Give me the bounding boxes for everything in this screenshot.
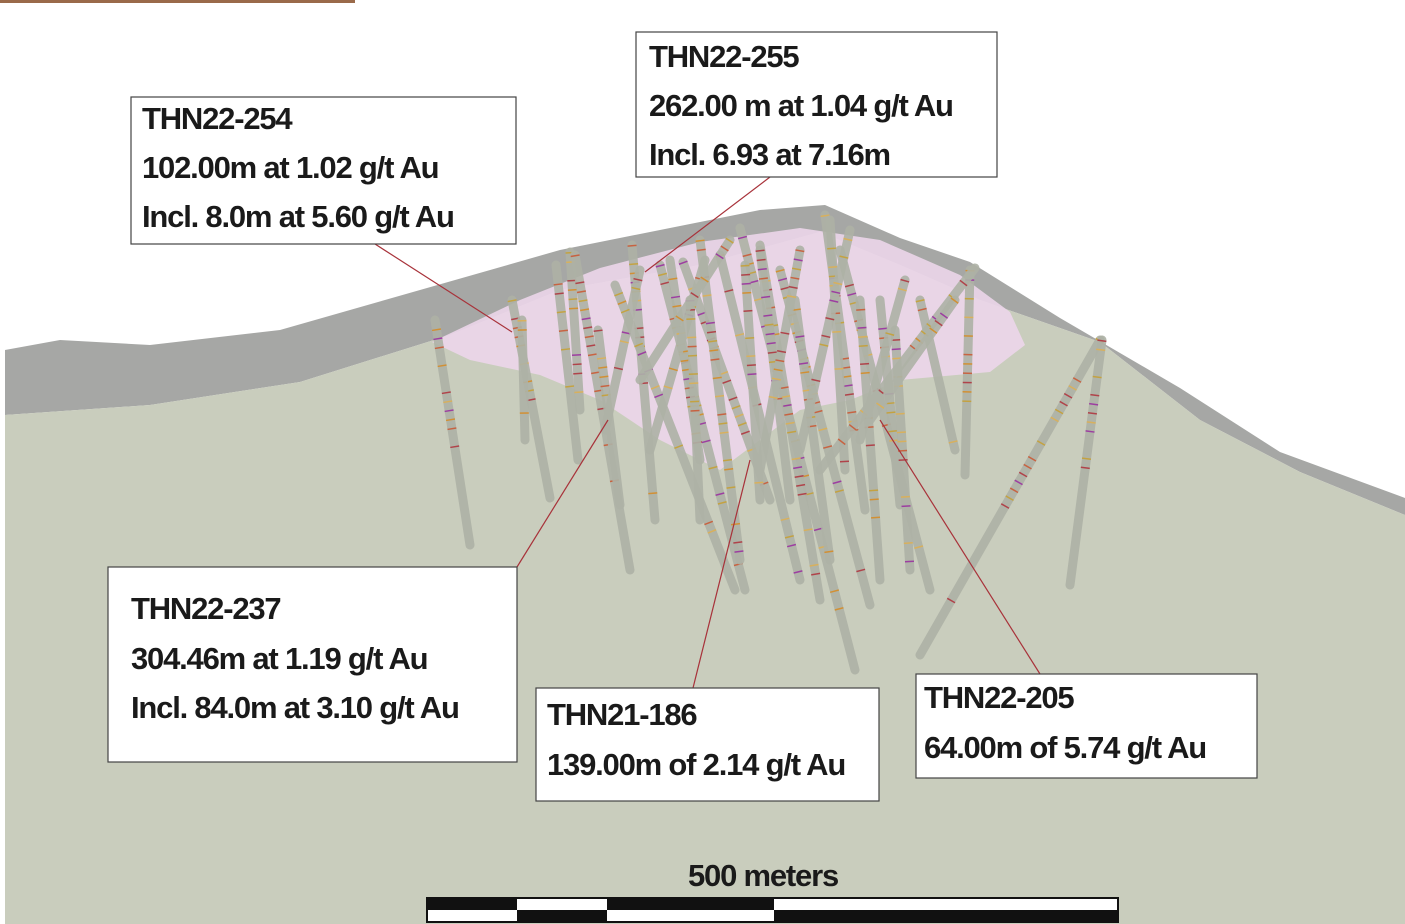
hole-band [712,531,713,532]
intercept: 102.00m at 1.02 g/t Au [142,150,438,185]
callout: THN21-186 139.00m of 2.14 g/t Au [536,688,879,801]
hole-id: THN22-254 [142,101,293,136]
hole-band [705,322,706,323]
hole-band [704,279,705,280]
hole-band [642,353,643,354]
hole-band [764,483,765,484]
hole-band [658,395,659,396]
hole-band [736,407,737,408]
drill-hole [522,320,525,440]
top-bar [0,0,355,3]
hole-band [745,432,746,433]
hole-band [678,446,679,447]
intercept: 64.00m of 5.74 g/t Au [924,730,1206,765]
intercept: 139.00m of 2.14 g/t Au [547,747,845,782]
hole-band [1023,474,1024,475]
scale-segment [427,898,517,910]
hole-band [751,449,752,450]
scale-label: 500 meters [688,858,838,893]
hole-band [655,387,656,388]
hole-band [1032,458,1033,459]
hole-band [880,405,881,406]
callout: THN22-237 304.46m at 1.19 g/t Au Incl. 8… [108,567,517,762]
hole-band [1014,490,1015,491]
hole-band [708,522,709,523]
intercept: 304.46m at 1.19 g/t Au [131,641,427,676]
hole-band [1018,482,1019,483]
hole-band [933,330,934,331]
hole-band [963,282,964,283]
hole-band [852,427,853,428]
hole-band [622,302,623,303]
hole-band [1005,505,1006,506]
hole-band [1068,395,1069,396]
hole-band [625,310,626,311]
hole-band [683,262,684,263]
hole-band [913,347,914,348]
scale-segment [607,898,774,910]
hole-id: THN22-237 [131,591,280,626]
hole-id: THN21-186 [547,697,697,732]
hole-band [1027,466,1028,467]
intercept: Incl. 6.93 at 7.16m [649,137,890,172]
hole-band [841,441,842,442]
hole-id: THN22-205 [924,680,1074,715]
hole-band [919,340,920,341]
hole-band [727,381,728,382]
scale-segment [774,910,1118,922]
hole-band [1009,498,1010,499]
callout: THN22-205 64.00m of 5.74 g/t Au [916,674,1257,778]
hole-band [724,248,725,249]
hole-band [733,398,734,399]
hole-band [951,600,952,601]
callout: THN22-255 262.00 m at 1.04 g/t Au Incl. … [636,32,997,177]
hole-band [1077,379,1078,380]
hole-band [924,333,925,334]
hole-band [729,240,730,241]
hole-band [1063,403,1064,404]
hole-band [723,373,724,374]
hole-band [944,315,945,316]
scale-segment [517,910,607,922]
hole-band [702,313,703,314]
hole-band [1072,387,1073,388]
intercept: 262.00 m at 1.04 g/t Au [649,88,953,123]
section-view: THN22-254 102.00m at 1.02 g/t Au Incl. 8… [0,0,1405,924]
hole-band [739,415,740,416]
callout: THN22-254 102.00m at 1.02 g/t Au Incl. 8… [131,97,516,244]
hole-band [679,318,680,319]
hole-band [694,294,695,295]
hole-band [618,293,619,294]
hole-band [1059,411,1060,412]
intercept: Incl. 8.0m at 5.60 g/t Au [142,199,454,234]
hole-band [1054,419,1055,420]
hole-band [719,256,720,257]
hole-band [954,300,955,301]
hole-band [1041,442,1042,443]
hole-band [880,391,881,392]
intercept: Incl. 84.0m at 3.10 g/t Au [131,690,459,725]
hole-band [638,344,639,345]
hole-band [742,424,743,425]
hole-id: THN22-255 [649,39,799,74]
hole-band [938,323,939,324]
